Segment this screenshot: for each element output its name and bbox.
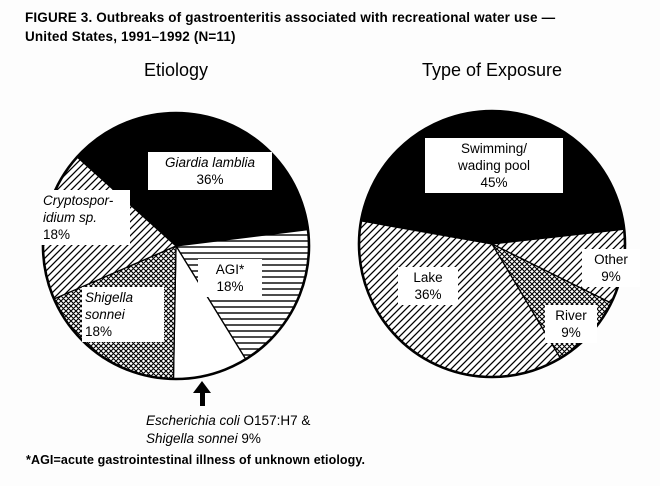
- label-pct: 18%: [43, 227, 71, 242]
- label-line: AGI*: [215, 262, 245, 277]
- etiology-chart-title: Etiology: [143, 60, 209, 80]
- exposure-chart-title: Type of Exposure: [421, 60, 563, 80]
- label-agi: AGI* 18%: [198, 259, 262, 297]
- label-pct: 36%: [196, 172, 224, 187]
- label-pct: 18%: [216, 279, 244, 294]
- label-pct: 45%: [480, 175, 508, 190]
- label-line: wading pool: [457, 158, 531, 173]
- label-line: sonnei: [85, 307, 125, 322]
- label-line: Other: [594, 252, 628, 267]
- etiology-pie-chart: [41, 111, 311, 381]
- label-other: Other 9%: [582, 249, 640, 287]
- label-lake: Lake 36%: [398, 267, 458, 305]
- arrow-head: [193, 381, 211, 393]
- label-shigella-sonnei: Shigella sonnei 18%: [82, 287, 164, 342]
- label-line: Swimming/: [460, 141, 527, 156]
- label-pct: 36%: [414, 287, 442, 302]
- label-cryptosporidium: Cryptospor- idium sp. 18%: [40, 190, 130, 245]
- label-line: Lake: [413, 270, 443, 285]
- arrow-up-icon: [193, 381, 211, 406]
- callout-line1: Escherichia coli O157:H7 &: [146, 413, 311, 428]
- pie-outline: [41, 111, 311, 381]
- arrow-stem: [199, 392, 205, 406]
- label-line: idium sp.: [43, 210, 98, 225]
- callout-line2: Shigella sonnei 9%: [146, 431, 261, 446]
- figure-title-line1: FIGURE 3. Outbreaks of gastroenteritis a…: [25, 10, 556, 25]
- label-ecoli-callout: Escherichia coli O157:H7 & Shigella sonn…: [146, 412, 386, 448]
- label-line: Giardia lamblia: [164, 155, 256, 170]
- label-line: River: [555, 308, 587, 323]
- label-pct: 9%: [601, 269, 621, 284]
- label-giardia-lamblia: Giardia lamblia 36%: [148, 152, 272, 190]
- figure-title: FIGURE 3. Outbreaks of gastroenteritis a…: [25, 8, 643, 46]
- footnote: *AGI=acute gastrointestinal illness of u…: [26, 453, 366, 467]
- label-line: Cryptospor-: [43, 193, 114, 208]
- figure-title-line2: United States, 1991–1992 (N=11): [25, 29, 236, 44]
- pie-outline: [357, 109, 627, 379]
- label-pct: 9%: [561, 325, 581, 340]
- label-river: River 9%: [545, 305, 597, 343]
- label-swimming-wading-pool: Swimming/ wading pool 45%: [425, 138, 563, 193]
- label-line: Shigella: [85, 290, 134, 305]
- label-pct: 18%: [85, 324, 113, 339]
